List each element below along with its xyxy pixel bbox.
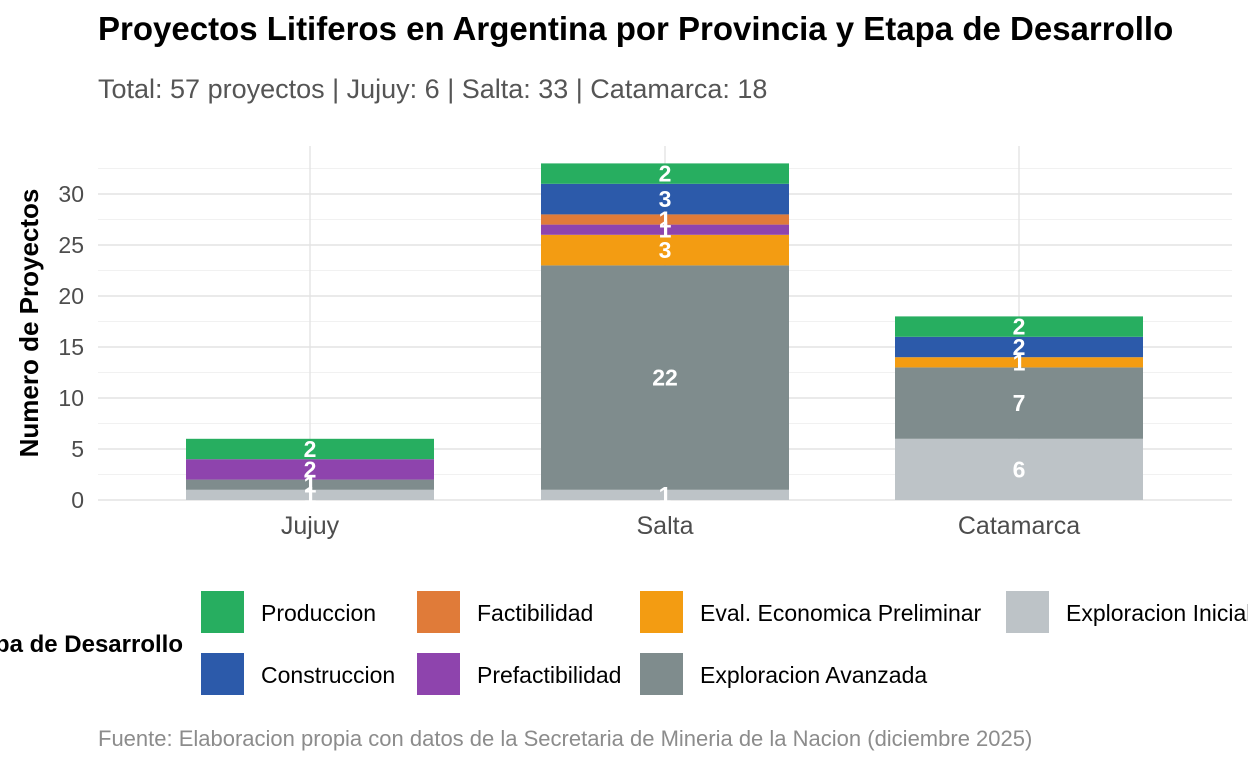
bar-segment [541, 265, 789, 490]
bar-value-label: 3 [659, 186, 672, 212]
legend-label: Eval. Economica Preliminar [700, 600, 982, 626]
legend-title: Etapa de Desarrollo [0, 631, 183, 658]
legend-key [1006, 591, 1049, 633]
bar-segment [541, 489, 789, 500]
bar-value-label: 2 [304, 456, 317, 482]
bar-segment [895, 367, 1143, 439]
y-tick-label: 0 [71, 487, 84, 513]
legend-label: Construccion [261, 662, 395, 688]
y-tick-label: 20 [58, 283, 84, 309]
bar-value-label: 1 [1013, 349, 1026, 375]
legend-key [640, 591, 683, 633]
bar-value-label: 1 [304, 472, 317, 498]
legend-key [201, 591, 244, 633]
x-tick-label: Salta [637, 512, 694, 540]
bar-value-label: 7 [1013, 390, 1026, 416]
legend-label: Produccion [261, 600, 376, 626]
legend-key [417, 653, 460, 695]
bars [186, 163, 1143, 500]
bar-segment [895, 336, 1143, 358]
chart-caption: Fuente: Elaboracion propia con datos de … [98, 726, 1033, 751]
y-tick-label: 10 [58, 385, 84, 411]
bar-segment [541, 234, 789, 266]
y-tick-label: 25 [58, 232, 84, 258]
bar-value-label: 2 [1013, 314, 1026, 340]
bar-segment [541, 214, 789, 225]
legend-label: Exploracion Avanzada [700, 662, 927, 688]
bar-segment [541, 163, 789, 184]
bar-value-label: 1 [659, 482, 672, 508]
bar-segment [541, 183, 789, 215]
legend-label: Exploracion Inicial [1066, 600, 1248, 626]
legend: Etapa de Desarrollo Produccion Factibilid… [0, 591, 1248, 695]
legend-key [201, 653, 244, 695]
bar-segment [186, 438, 434, 460]
y-tick-label: 5 [71, 436, 84, 462]
y-axis: 0 5 10 15 20 25 30 [58, 181, 84, 513]
bar-value-label: 1 [659, 217, 672, 243]
y-axis-label: Numero de Proyectos [14, 189, 44, 458]
x-tick-label: Catamarca [958, 512, 1080, 540]
bar-segment [186, 479, 434, 490]
x-tick-label: Jujuy [281, 512, 340, 540]
bar-segment [895, 438, 1143, 500]
bar-segment [186, 489, 434, 500]
bar-segment [541, 224, 789, 235]
chart-subtitle: Total: 57 proyectos | Jujuy: 6 | Salta: … [98, 74, 768, 104]
bar-value-label: 1 [304, 482, 317, 508]
bar-value-label: 22 [652, 365, 678, 391]
bar-value-label: 2 [304, 436, 317, 462]
legend-key [640, 653, 683, 695]
legend-label: Prefactibilidad [477, 662, 621, 688]
legend-label: Factibilidad [477, 600, 593, 626]
bar-value-label: 6 [1013, 456, 1026, 482]
bar-value-label: 3 [659, 237, 672, 263]
x-axis: Jujuy Salta Catamarca [281, 512, 1080, 540]
legend-key [417, 591, 460, 633]
y-tick-label: 30 [58, 181, 84, 207]
bar-value-label: 2 [1013, 334, 1026, 360]
y-tick-label: 15 [58, 334, 84, 360]
bar-segment [186, 459, 434, 480]
bar-value-label: 1 [659, 207, 672, 233]
chart-title: Proyectos Litiferos en Argentina por Pro… [98, 10, 1174, 47]
bar-segment [895, 316, 1143, 337]
bar-segment [895, 357, 1143, 368]
bar-value-label: 2 [659, 161, 672, 187]
